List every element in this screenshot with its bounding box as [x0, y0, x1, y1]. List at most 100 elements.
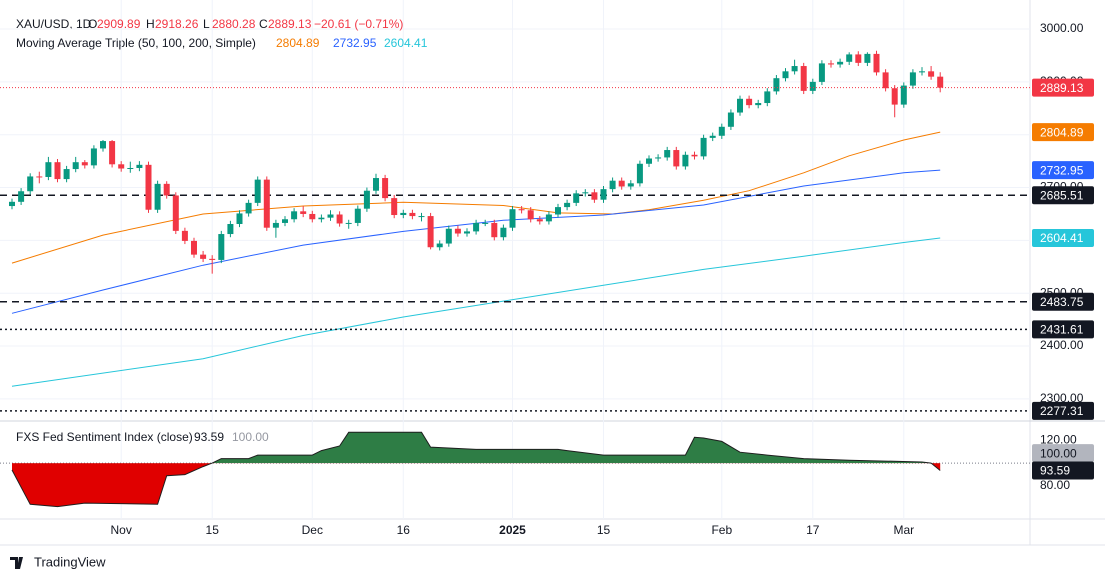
candle-body — [600, 189, 607, 200]
last-price-badge-bg — [1032, 78, 1094, 97]
candle-body — [263, 179, 270, 228]
candle-body — [100, 141, 106, 149]
candle-body — [727, 112, 734, 127]
ma-legend-value: 2804.89 — [276, 36, 320, 50]
candle-body — [873, 53, 880, 73]
baseline-badge-bg — [1032, 444, 1094, 463]
change-label: −20.61 (−0.71%) — [314, 17, 403, 31]
candle-body — [327, 214, 334, 218]
candle-body — [300, 211, 307, 214]
candle-body — [527, 210, 534, 220]
x-tick-label: 17 — [806, 523, 820, 537]
ohlc-prefix: O — [88, 17, 97, 31]
candle-body — [36, 176, 43, 178]
candle-body — [909, 72, 916, 86]
candle-body — [172, 195, 179, 231]
candle-body — [691, 154, 698, 157]
candle-body — [673, 150, 680, 167]
candle-body — [509, 209, 516, 228]
candle-body — [564, 202, 571, 208]
candle-body — [373, 178, 379, 191]
last-value-badge: 93.59 — [1040, 464, 1070, 478]
candle-body — [764, 91, 771, 104]
candle-body — [473, 222, 480, 232]
candle-body — [636, 163, 643, 184]
candle-body — [746, 98, 753, 106]
level-badge: 2431.61 — [1040, 323, 1084, 337]
x-tick-label: 15 — [206, 523, 220, 537]
candle-body — [518, 209, 525, 211]
candle-body — [855, 54, 862, 63]
last-value-badge-bg — [1032, 461, 1094, 480]
candle-body — [864, 53, 871, 63]
candle-body — [418, 216, 425, 218]
candle-body — [464, 231, 470, 234]
x-tick-label: 15 — [597, 523, 611, 537]
candle-body — [363, 190, 370, 209]
candle-body — [536, 219, 543, 222]
candle-body — [136, 164, 143, 168]
candle-body — [591, 192, 598, 200]
candle-body — [500, 227, 507, 238]
indicator-title: FXS Fed Sentiment Index (close) — [16, 430, 193, 444]
ma-badge: 2804.89 — [1040, 125, 1084, 139]
ma-badge-bg — [1032, 229, 1094, 248]
candle-body — [354, 208, 361, 223]
y-tick-label: 3000.00 — [1040, 21, 1084, 35]
ohlc-value: 2918.26 — [155, 17, 199, 31]
candle-body — [791, 66, 798, 72]
symbol-title: XAU/USD, 1D — [16, 17, 92, 31]
candle-body — [436, 243, 443, 248]
candle-body — [609, 180, 616, 190]
level-badge-bg — [1032, 401, 1094, 420]
candle-body — [573, 193, 580, 203]
candle-body — [755, 103, 762, 106]
candle-body — [882, 72, 889, 89]
candle-body — [482, 222, 489, 224]
candle-body — [837, 61, 844, 65]
candle-body — [236, 213, 243, 224]
candle-body — [145, 164, 152, 210]
ohlc-prefix: L — [203, 17, 210, 31]
ma-badge: 2604.41 — [1040, 231, 1084, 245]
candle-body — [272, 222, 279, 228]
candle-body — [318, 217, 325, 220]
candle-body — [127, 168, 134, 169]
candle-body — [18, 191, 25, 202]
candle-body — [646, 158, 652, 164]
candle-body — [627, 183, 634, 187]
y-tick-label: 2400.00 — [1040, 338, 1084, 352]
ohlc-value: 2880.28 — [212, 17, 256, 31]
x-tick-label: Feb — [711, 523, 732, 537]
last-price-badge: 2889.13 — [1040, 81, 1084, 95]
candle-body — [937, 76, 944, 88]
level-badge: 2483.75 — [1040, 295, 1084, 309]
candle-body — [682, 154, 689, 167]
ma-badge-bg — [1032, 161, 1094, 180]
candle-body — [582, 192, 589, 194]
candle-body — [828, 63, 834, 65]
grid — [0, 0, 1030, 519]
candle-body — [90, 148, 97, 166]
candle-body — [72, 162, 79, 170]
candle-body — [191, 240, 197, 255]
ma-badge: 2732.95 — [1040, 163, 1084, 177]
candle-body — [737, 98, 743, 113]
candle-body — [846, 54, 853, 62]
area-line — [11, 431, 941, 508]
logo-icon — [10, 557, 23, 569]
candle-body — [209, 258, 216, 260]
candle-body — [928, 71, 935, 77]
candle-body — [773, 78, 780, 92]
candle-body — [445, 228, 452, 244]
candle-body — [291, 211, 298, 220]
candle-body — [427, 216, 434, 248]
candle-body — [491, 222, 498, 238]
ohlc-prefix: C — [259, 17, 268, 31]
ohlc-value: 2909.89 — [97, 17, 141, 31]
candle-body — [154, 183, 161, 210]
candle-body — [919, 71, 925, 73]
ohlc-value: 2889.13 — [268, 17, 312, 31]
ma-legend-value: 2604.41 — [384, 36, 428, 50]
